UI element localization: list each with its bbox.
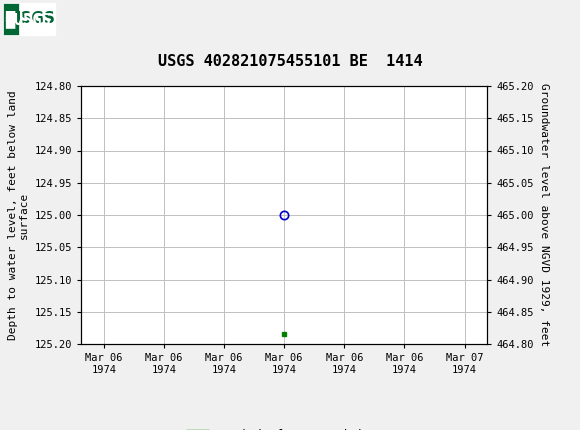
Text: USGS: USGS xyxy=(9,12,55,26)
Text: USGS 402821075455101 BE  1414: USGS 402821075455101 BE 1414 xyxy=(158,54,422,69)
Text: ≈: ≈ xyxy=(3,10,17,28)
Text: █USGS: █USGS xyxy=(5,10,50,28)
Legend: Period of approved data: Period of approved data xyxy=(181,424,387,430)
Bar xyxy=(3,3,55,35)
Y-axis label: Depth to water level, feet below land
surface: Depth to water level, feet below land su… xyxy=(8,90,29,340)
Y-axis label: Groundwater level above NGVD 1929, feet: Groundwater level above NGVD 1929, feet xyxy=(539,83,549,347)
Bar xyxy=(3,3,19,35)
